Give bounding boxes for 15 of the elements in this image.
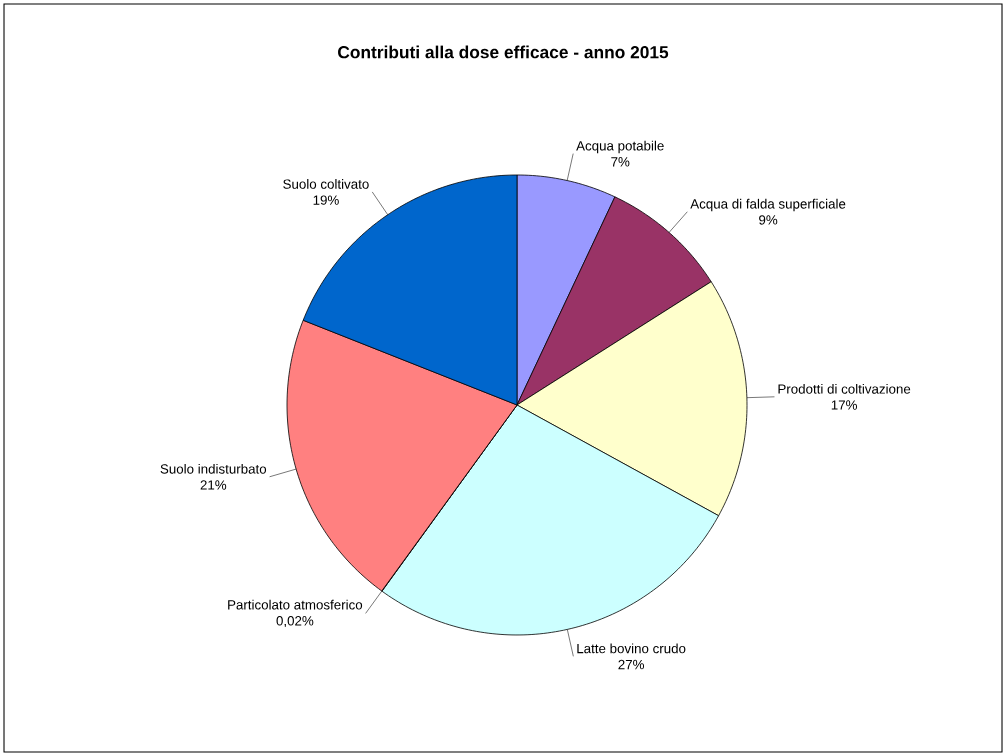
slice-label: Prodotti di coltivazione bbox=[778, 383, 911, 394]
data-label: 19% bbox=[313, 195, 339, 205]
data-label: 9% bbox=[759, 215, 778, 225]
slice-label: Latte bovino crudo bbox=[577, 643, 686, 654]
slice-label: Acqua di falda superficiale bbox=[690, 198, 846, 212]
data-label: 7% bbox=[611, 157, 630, 167]
slice-label: Acqua potabile bbox=[576, 140, 664, 154]
data-label: 21% bbox=[200, 480, 227, 490]
data-label: 17% bbox=[831, 400, 857, 410]
data-label: 0,02% bbox=[276, 616, 314, 628]
chart-title: Contributi alla dose efficace - anno 2015 bbox=[338, 45, 669, 59]
slice-label: Suolo coltivato bbox=[283, 179, 369, 189]
slice-label: Particolato atmosferico bbox=[228, 599, 363, 610]
slice-label: Suolo indisturbato bbox=[160, 463, 267, 474]
data-label: 27% bbox=[618, 659, 645, 670]
